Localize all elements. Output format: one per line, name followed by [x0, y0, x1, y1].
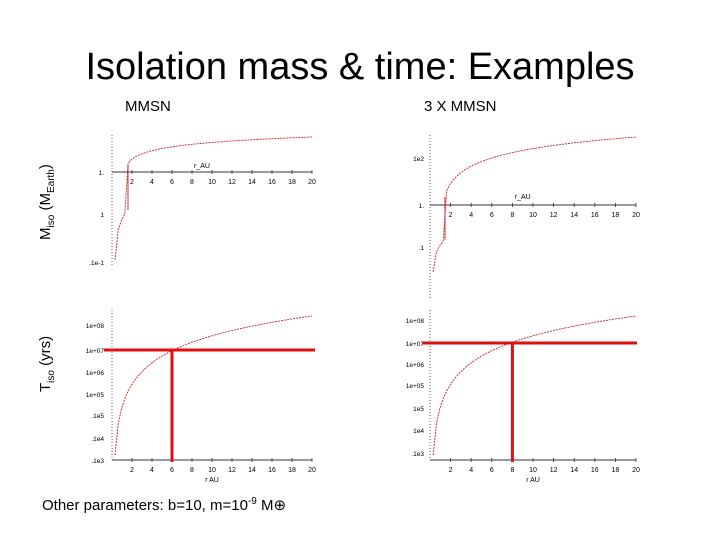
y-tick-label: 1e+05 [406, 383, 425, 390]
series-line-time-mmsn [114, 315, 313, 456]
x-tick-label: 4 [469, 212, 473, 219]
series-line-mass-3mmsn [432, 136, 637, 273]
y-tick-label: 1. [99, 170, 105, 177]
x-axis-label: r_AU [515, 194, 531, 201]
x-tick-label: 14 [248, 179, 256, 186]
x-tick-label: 12 [228, 467, 236, 474]
x-tick-label: 2 [130, 467, 134, 474]
y-tick-label: 1e4 [413, 428, 424, 435]
y-tick-label: .1 [419, 245, 425, 252]
x-tick-label: 10 [208, 179, 216, 186]
x-tick-label: 8 [190, 467, 194, 474]
x-tick-label: 8 [510, 467, 514, 474]
x-axis-label: r AU [205, 477, 219, 484]
y-tick-label: .1e4 [91, 436, 104, 443]
x-tick-label: 2 [130, 179, 134, 186]
x-axis-label: r_AU [194, 163, 210, 170]
x-tick-label: 4 [469, 467, 473, 474]
slide-title: Isolation mass & time: Examples [85, 46, 635, 88]
y-tick-label: 1. [419, 203, 425, 210]
x-tick-label: 16 [268, 179, 276, 186]
x-tick-label: 6 [170, 179, 174, 186]
column-label-3x-mmsn: 3 X MMSN [424, 98, 497, 115]
y-tick-label: .1e5 [91, 413, 104, 420]
x-tick-label: 10 [529, 212, 537, 219]
x-tick-label: 14 [570, 212, 578, 219]
x-tick-label: 14 [570, 467, 578, 474]
series-line-mass-mmsn [114, 136, 313, 261]
x-tick-label: 12 [228, 179, 236, 186]
x-tick-label: 18 [288, 467, 296, 474]
x-tick-label: 4 [150, 179, 154, 186]
x-tick-label: 6 [490, 467, 494, 474]
x-axis-label: r AU [526, 477, 540, 484]
y-tick-label: .1e3 [91, 458, 104, 465]
x-tick-label: 12 [550, 467, 558, 474]
y-tick-label: 1e2 [413, 156, 424, 163]
x-tick-label: 16 [268, 467, 276, 474]
x-tick-label: 10 [208, 467, 216, 474]
column-label-mmsn: MMSN [125, 98, 171, 115]
x-tick-label: 4 [150, 467, 154, 474]
x-tick-label: 20 [632, 212, 640, 219]
x-tick-label: 10 [529, 467, 537, 474]
x-tick-label: 20 [308, 179, 316, 186]
x-tick-label: 2 [449, 212, 453, 219]
y-tick-label: 1e+07 [86, 348, 105, 355]
y-tick-label: 1e+08 [86, 323, 105, 330]
x-tick-label: 20 [308, 467, 316, 474]
y-tick-label: 1e+07 [406, 341, 425, 348]
x-tick-label: 20 [632, 467, 640, 474]
x-tick-label: 18 [612, 212, 620, 219]
x-tick-label: 18 [612, 467, 620, 474]
x-tick-label: 8 [510, 212, 514, 219]
y-tick-label: .1e3 [411, 451, 424, 458]
x-tick-label: 6 [490, 212, 494, 219]
x-tick-label: 18 [288, 179, 296, 186]
y-tick-label: 1 [100, 212, 104, 219]
x-tick-label: 8 [190, 179, 194, 186]
x-tick-label: 12 [550, 212, 558, 219]
y-tick-label: 1e+08 [406, 318, 425, 325]
x-tick-label: 6 [170, 467, 174, 474]
y-tick-label: .1e-1 [89, 260, 104, 267]
x-tick-label: 14 [248, 467, 256, 474]
footer-parameters: Other parameters: b=10, m=10-9 M⊕ [42, 496, 287, 514]
x-tick-label: 16 [591, 467, 599, 474]
y-tick-label: 1e+05 [86, 392, 105, 399]
x-tick-label: 16 [591, 212, 599, 219]
y-tick-label: 1e+06 [86, 370, 105, 377]
x-tick-label: 2 [449, 467, 453, 474]
y-tick-label: 1e+06 [406, 362, 425, 369]
y-tick-label: 1e5 [413, 406, 424, 413]
series-line-time-3mmsn [432, 315, 637, 456]
